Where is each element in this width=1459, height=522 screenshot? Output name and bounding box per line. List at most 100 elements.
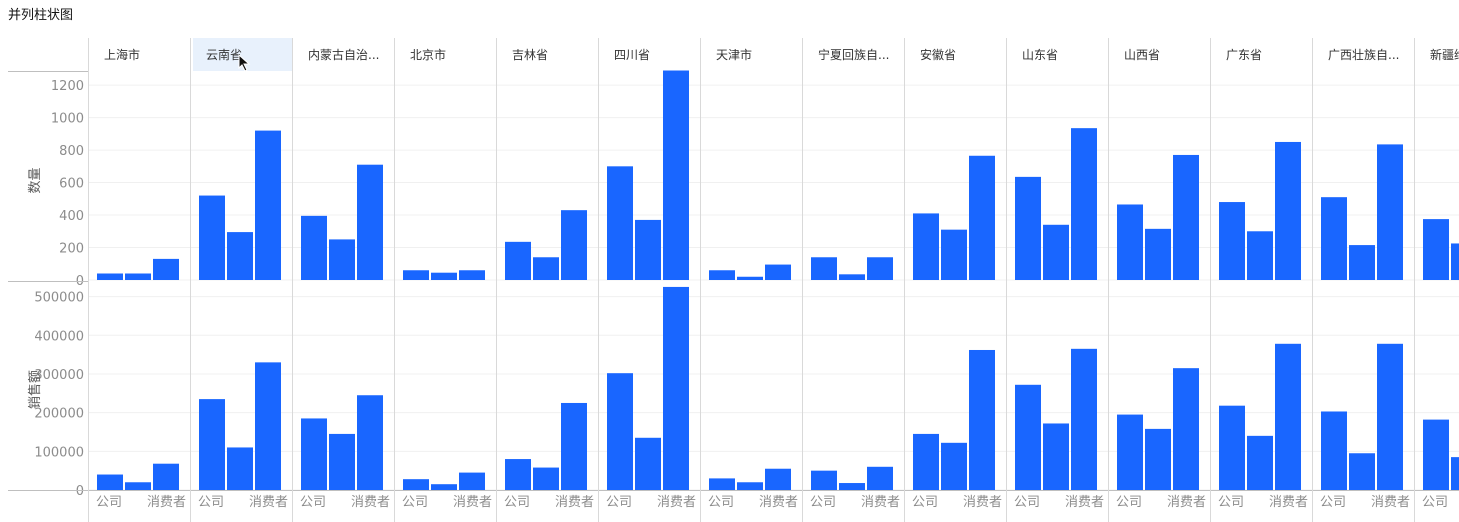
bar[interactable] <box>663 286 689 490</box>
bar[interactable] <box>153 463 179 490</box>
bar[interactable] <box>1377 343 1403 490</box>
column-header[interactable]: 新疆维 <box>1430 47 1459 62</box>
bar[interactable] <box>839 274 865 280</box>
bar[interactable] <box>329 239 355 280</box>
bar[interactable] <box>255 130 281 280</box>
bar[interactable] <box>913 213 939 280</box>
x-tick-label: 公司 <box>1320 495 1346 510</box>
bar[interactable] <box>811 257 837 280</box>
bar[interactable] <box>561 210 587 280</box>
bar[interactable] <box>1349 453 1375 490</box>
column-header[interactable]: 广西壮族自... <box>1328 48 1399 62</box>
bar[interactable] <box>1247 435 1273 490</box>
bar[interactable] <box>1043 423 1069 490</box>
bar[interactable] <box>1423 419 1449 490</box>
bar[interactable] <box>1275 141 1301 280</box>
bar[interactable] <box>913 433 939 490</box>
bar[interactable] <box>1247 231 1273 280</box>
bar[interactable] <box>97 273 123 280</box>
bar[interactable] <box>607 373 633 490</box>
column-header[interactable]: 天津市 <box>716 47 752 62</box>
column-header[interactable]: 广东省 <box>1226 48 1262 62</box>
bar[interactable] <box>505 241 531 280</box>
bar[interactable] <box>459 472 485 490</box>
bar[interactable] <box>1451 243 1459 280</box>
bar[interactable] <box>431 484 457 490</box>
bar[interactable] <box>663 70 689 280</box>
bar[interactable] <box>227 232 253 280</box>
bar[interactable] <box>1117 204 1143 280</box>
column-header[interactable]: 内蒙古自治... <box>308 47 379 62</box>
column-header[interactable]: 吉林省 <box>512 48 548 62</box>
bar[interactable] <box>1015 384 1041 490</box>
bar[interactable] <box>1423 219 1449 280</box>
bar[interactable] <box>1145 228 1171 280</box>
column-header[interactable]: 山西省 <box>1124 48 1160 62</box>
bar[interactable] <box>153 258 179 280</box>
bar[interactable] <box>1275 343 1301 490</box>
column-header[interactable]: 四川省 <box>614 48 650 62</box>
column-header[interactable]: 宁夏回族自... <box>818 47 889 62</box>
bar[interactable] <box>765 468 791 490</box>
bar[interactable] <box>867 257 893 280</box>
bar[interactable] <box>125 273 151 280</box>
bar[interactable] <box>969 155 995 280</box>
bar[interactable] <box>1173 368 1199 490</box>
bar[interactable] <box>459 270 485 280</box>
bar[interactable] <box>357 395 383 490</box>
bar[interactable] <box>709 478 735 490</box>
bar[interactable] <box>839 483 865 490</box>
bar[interactable] <box>505 459 531 490</box>
bar[interactable] <box>561 402 587 490</box>
bar[interactable] <box>255 362 281 490</box>
bar[interactable] <box>199 195 225 280</box>
bar[interactable] <box>867 466 893 490</box>
bar[interactable] <box>1043 224 1069 280</box>
bar[interactable] <box>737 276 763 280</box>
bar[interactable] <box>403 479 429 490</box>
bar[interactable] <box>1321 197 1347 280</box>
bar[interactable] <box>1071 128 1097 280</box>
bar[interactable] <box>1173 154 1199 280</box>
bar[interactable] <box>1145 428 1171 490</box>
y-axis-title: 销售额 <box>27 370 43 409</box>
bar[interactable] <box>227 447 253 490</box>
bar[interactable] <box>533 467 559 490</box>
bar[interactable] <box>199 399 225 490</box>
column-header[interactable]: 北京市 <box>410 47 446 62</box>
y-tick-label: 200 <box>59 242 84 257</box>
bar[interactable] <box>1219 405 1245 490</box>
bar[interactable] <box>125 482 151 490</box>
bar[interactable] <box>941 442 967 490</box>
bar[interactable] <box>1219 202 1245 280</box>
bar[interactable] <box>1451 457 1459 490</box>
bar[interactable] <box>329 433 355 490</box>
bar[interactable] <box>1015 176 1041 280</box>
column-header[interactable]: 云南省 <box>206 47 242 62</box>
bar[interactable] <box>301 418 327 490</box>
column-header[interactable]: 山东省 <box>1022 48 1058 62</box>
bar[interactable] <box>431 272 457 280</box>
bar[interactable] <box>533 257 559 280</box>
bar[interactable] <box>1117 414 1143 490</box>
column-header[interactable]: 上海市 <box>104 47 140 62</box>
bar[interactable] <box>1321 411 1347 490</box>
bar[interactable] <box>1377 144 1403 280</box>
bar[interactable] <box>1349 245 1375 280</box>
bar[interactable] <box>709 270 735 280</box>
bar[interactable] <box>635 219 661 280</box>
bar[interactable] <box>403 270 429 280</box>
bar[interactable] <box>607 166 633 280</box>
bar[interactable] <box>635 437 661 490</box>
column-header[interactable]: 安徽省 <box>920 47 956 62</box>
bar[interactable] <box>941 229 967 280</box>
bar[interactable] <box>969 349 995 490</box>
bar[interactable] <box>97 474 123 490</box>
bar[interactable] <box>737 482 763 490</box>
bar[interactable] <box>1071 348 1097 490</box>
bar[interactable] <box>357 164 383 280</box>
bar[interactable] <box>811 470 837 490</box>
mouse-cursor-icon <box>238 54 251 72</box>
bar[interactable] <box>301 215 327 280</box>
bar[interactable] <box>765 264 791 280</box>
